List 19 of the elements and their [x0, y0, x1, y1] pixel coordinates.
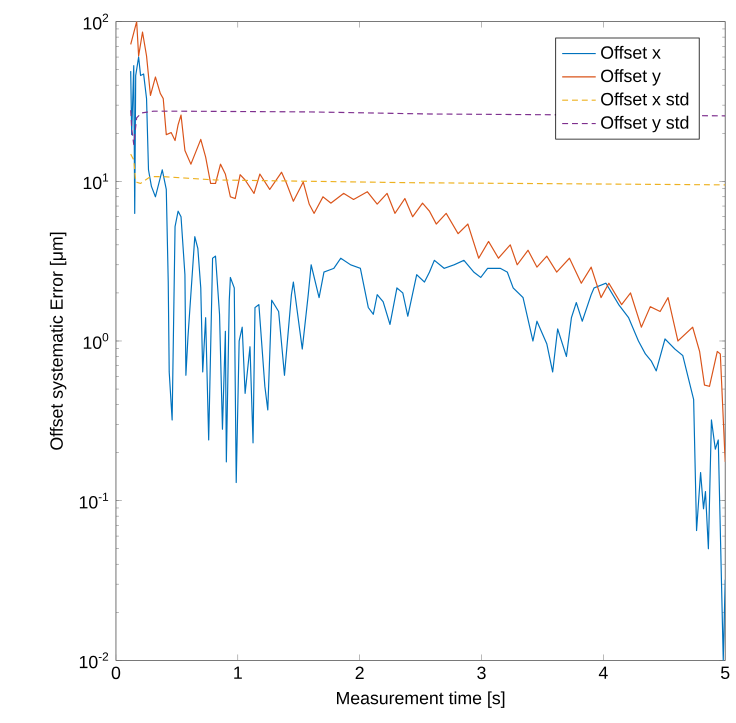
legend-label: Offset y	[601, 69, 661, 86]
x-tick-label: 2	[356, 666, 364, 679]
y-tick-label: 10$^{1}$	[84, 173, 108, 190]
legend-label: Offset y std	[601, 116, 688, 132]
y-tick-label: 10$^{-1}$	[80, 492, 108, 508]
x-tick-label: 3	[477, 666, 486, 680]
y-tick-label: 10$^{2}$	[84, 14, 108, 30]
x-tick-label: 4	[598, 666, 608, 679]
x-tick-label: 5	[720, 666, 730, 679]
y-tick-label: 10$^{-2}$	[80, 652, 108, 668]
x-axis-title: Measurement time [s]	[337, 691, 504, 708]
line-series	[130, 22, 726, 462]
x-tick-label: 0	[112, 666, 120, 680]
legend-label: Offset x	[601, 46, 661, 59]
x-tick-label: 1	[234, 666, 242, 679]
y-axis-title: Offset systematic Error [μm]	[50, 232, 66, 450]
legend-label: Offset x std	[601, 92, 688, 106]
line-series	[130, 153, 726, 186]
y-tick-label: 10$^{0}$	[84, 332, 108, 349]
